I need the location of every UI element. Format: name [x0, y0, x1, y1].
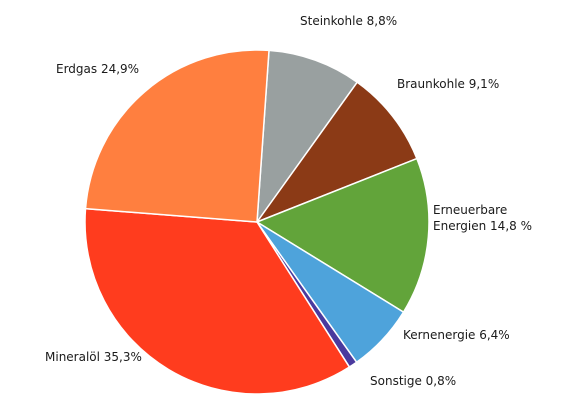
pie-slice-0: [256, 49, 359, 225]
pie-slice-1: [254, 81, 418, 224]
slice-label-line: Sonstige 0,8%: [370, 374, 456, 388]
slice-label-4: Sonstige 0,8%: [370, 374, 456, 388]
pie-slice-2: [255, 157, 430, 314]
slice-label-2: Erneuerbare Energien 14,8 %: [433, 203, 532, 233]
slice-label-line: Kernenergie 6,4%: [403, 328, 510, 342]
pie-slices: [84, 49, 430, 395]
slice-label-1: Braunkohle 9,1%: [397, 77, 499, 91]
pie-slice-6: [84, 49, 270, 223]
slice-label-5: Mineralöl 35,3%: [45, 350, 142, 364]
slice-label-line: Braunkohle 9,1%: [397, 77, 499, 91]
slice-label-line: Steinkohle 8,8%: [300, 14, 397, 28]
slice-label-3: Kernenergie 6,4%: [403, 328, 510, 342]
pie-slice-5: [84, 207, 351, 395]
slice-label-line: Erdgas 24,9%: [56, 62, 139, 76]
slice-label-line: Energien 14,8 %: [433, 219, 532, 233]
slice-label-line: Erneuerbare: [433, 203, 507, 217]
slice-label-0: Steinkohle 8,8%: [300, 14, 397, 28]
pie-labels: Steinkohle 8,8% Braunkohle 9,1% Erneuerbar…: [45, 14, 532, 388]
slice-label-6: Erdgas 24,9%: [56, 62, 139, 76]
slice-label-line: Mineralöl 35,3%: [45, 350, 142, 364]
